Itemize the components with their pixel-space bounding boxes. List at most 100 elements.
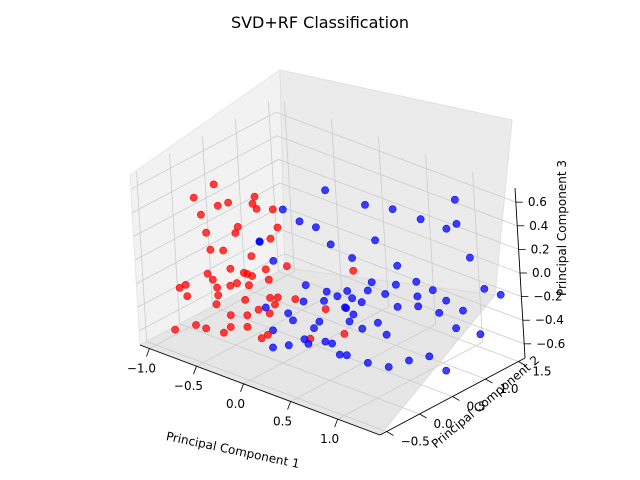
data-point-red <box>192 321 200 329</box>
data-point-red <box>248 199 257 208</box>
data-point-blue <box>269 256 278 265</box>
data-point-blue <box>414 302 423 311</box>
data-point-blue <box>459 306 467 315</box>
data-point-blue <box>357 298 366 307</box>
data-point-blue <box>428 286 437 294</box>
data-point-red <box>233 222 242 231</box>
data-point-blue <box>326 240 335 249</box>
grid-line-y <box>245 288 486 380</box>
data-point-blue <box>261 303 270 312</box>
grid-line-y <box>278 271 519 362</box>
y-tick-mark <box>452 396 460 401</box>
grid-line-z <box>282 229 523 321</box>
grid-line-z <box>279 182 521 274</box>
data-point-red <box>241 295 250 304</box>
data-point-blue <box>255 237 264 246</box>
data-point-blue <box>361 200 369 209</box>
data-point-blue <box>393 302 402 311</box>
data-point-red <box>202 228 210 237</box>
data-point-red <box>224 198 232 207</box>
data-point-blue <box>348 254 356 262</box>
data-point-red <box>243 322 252 331</box>
data-point-red <box>273 293 282 302</box>
y-axis-line <box>379 357 526 436</box>
grid-line-y <box>212 306 453 397</box>
data-point-red <box>226 264 235 273</box>
data-point-red <box>171 325 179 334</box>
data-point-blue <box>301 281 310 289</box>
data-point-blue <box>416 215 425 224</box>
x-tick-label: 0.0 <box>226 397 245 411</box>
grid-line-z <box>275 111 516 203</box>
data-point-blue <box>321 337 330 346</box>
x-tick-mark <box>240 383 244 392</box>
z-axis-line <box>514 187 526 359</box>
data-point-blue <box>299 297 308 306</box>
tick-labels: −1.0 −0.5 0.0 0.5 1.0 −0.5 0.0 0.5 1.0 1.5 −0.6 −0.… <box>127 195 565 448</box>
data-point-red <box>175 283 184 292</box>
y-tick-label: 0.0 <box>434 417 453 431</box>
data-point-red <box>252 204 261 213</box>
data-point-red <box>257 334 266 343</box>
y-tick-label: −0.5 <box>401 435 430 449</box>
z-tick-label: 0.6 <box>528 195 547 209</box>
z-tick-label: 0.2 <box>531 242 550 256</box>
data-points <box>171 180 505 375</box>
data-point-blue <box>442 224 451 233</box>
data-point-blue <box>269 326 277 335</box>
y-tick-mark <box>518 361 526 366</box>
data-point-red <box>214 291 223 300</box>
data-point-blue <box>278 205 287 214</box>
grid-line-z <box>138 253 285 332</box>
grid-lines <box>130 101 525 432</box>
x-tick-label: −1.0 <box>127 362 156 376</box>
data-point-blue <box>322 287 331 296</box>
chart-title: SVD+RF Classification <box>231 13 409 32</box>
data-point-red <box>213 283 221 292</box>
data-point-red <box>265 309 274 318</box>
data-point-red <box>273 223 282 232</box>
data-point-red <box>233 279 241 288</box>
z-tick-label: −0.2 <box>533 290 562 304</box>
data-point-red <box>196 210 205 219</box>
data-point-blue <box>405 356 413 365</box>
grid-line-y <box>179 323 420 415</box>
grid-line-z <box>133 159 279 237</box>
grid-line-z <box>130 111 277 190</box>
data-point-red <box>271 300 279 309</box>
data-point-blue <box>284 341 293 350</box>
x-tick-label: 0.5 <box>273 414 292 428</box>
back-right-pane <box>279 69 513 296</box>
data-point-red <box>261 265 270 274</box>
data-point-blue <box>371 236 379 245</box>
data-point-blue <box>328 339 336 348</box>
y-tick-label: 1.0 <box>499 382 518 396</box>
data-point-red <box>219 328 228 337</box>
data-point-blue <box>310 324 318 332</box>
data-point-blue <box>388 205 397 213</box>
data-point-blue <box>284 309 293 318</box>
data-point-blue <box>391 280 400 289</box>
data-point-blue <box>311 223 320 232</box>
data-point-blue <box>382 330 391 339</box>
y-tick-label: 0.5 <box>467 400 486 414</box>
data-point-blue <box>335 350 344 359</box>
data-point-blue <box>349 310 358 319</box>
data-point-blue <box>363 358 372 367</box>
data-point-red <box>226 311 235 319</box>
data-point-red <box>245 281 253 290</box>
data-point-blue <box>465 253 474 262</box>
z-tick-label: −0.6 <box>536 337 565 351</box>
data-point-red <box>266 234 275 243</box>
grid-line-z <box>281 206 522 297</box>
data-point-red <box>268 205 277 214</box>
data-point-red <box>183 292 192 300</box>
data-point-red <box>349 266 358 275</box>
x-tick-mark <box>334 418 339 428</box>
data-point-blue <box>476 330 485 339</box>
data-point-red <box>243 270 252 278</box>
data-point-red <box>202 324 210 333</box>
data-point-blue <box>343 287 352 295</box>
data-point-blue <box>345 317 354 326</box>
